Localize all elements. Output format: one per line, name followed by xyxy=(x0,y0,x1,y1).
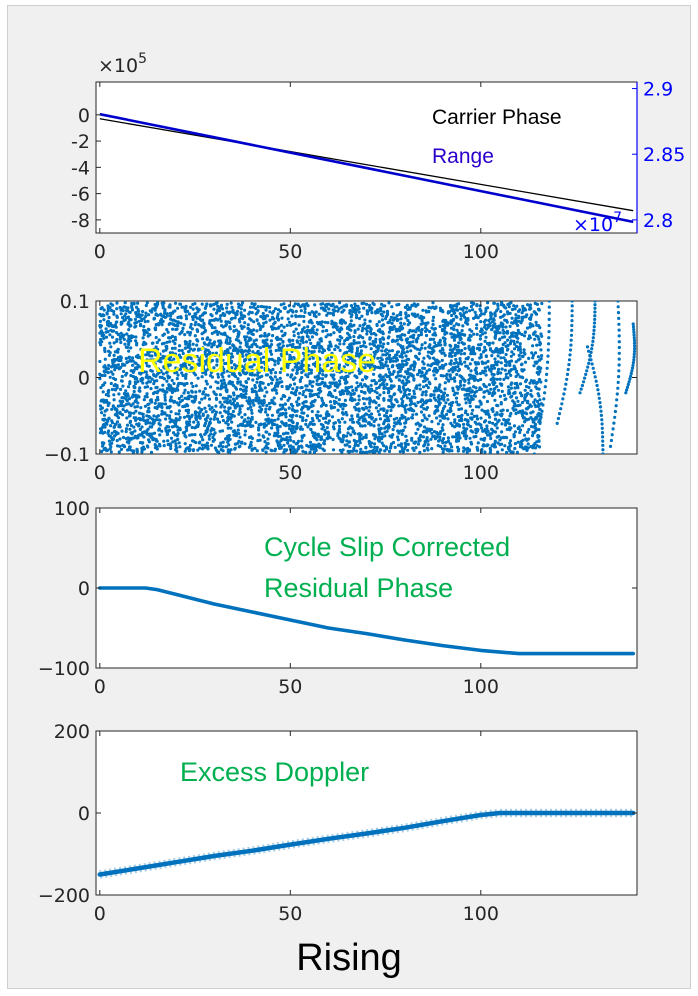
scatter-residual-phase-strand xyxy=(624,322,637,395)
y-tick-label: -6 xyxy=(71,184,90,206)
y-tick-label: −200 xyxy=(38,885,90,907)
annotation-cycle-slip-line-2: Residual Phase xyxy=(264,573,453,603)
annotation-cycle-slip-line-1: Cycle Slip Corrected xyxy=(264,532,510,562)
x-tick-label: 100 xyxy=(463,462,499,484)
x-tick-label: 0 xyxy=(94,462,106,484)
y-tick-label: 0.1 xyxy=(60,291,90,313)
plot-area-3 xyxy=(95,507,638,669)
y-tick-label: 200 xyxy=(54,721,90,743)
x-tick-label: 100 xyxy=(463,676,499,698)
y2-tick-label: 2.9 xyxy=(643,79,673,101)
panel-1-series xyxy=(99,112,634,224)
x-tick-label: 50 xyxy=(278,241,302,263)
series-range xyxy=(99,112,634,224)
x-tick-label: 100 xyxy=(463,903,499,925)
annotation-residual-phase: Residual Phase xyxy=(138,342,376,380)
x-tick-label: 0 xyxy=(94,903,106,925)
x-tick-label: 50 xyxy=(278,676,302,698)
y2-tick-label: 2.85 xyxy=(643,144,685,166)
y-tick-label: -8 xyxy=(71,210,90,232)
y-tick-label: 0 xyxy=(78,578,90,600)
annotation-excess-doppler: Excess Doppler xyxy=(180,757,369,787)
scatter-residual-phase-strand xyxy=(585,345,605,454)
y-tick-label: −0.1 xyxy=(44,444,90,466)
y-tick-label: 0 xyxy=(78,803,90,825)
x-tick-label: 0 xyxy=(94,241,106,263)
x-tick-label: 50 xyxy=(278,462,302,484)
x-tick-label: 50 xyxy=(278,903,302,925)
y2-exponent-1: ×107 xyxy=(573,210,622,236)
plot-area-1 xyxy=(95,81,638,234)
figure-caption: Rising xyxy=(296,937,402,979)
scatter-residual-phase-strand xyxy=(578,301,597,395)
series-line xyxy=(97,810,636,877)
y-tick-label: 0 xyxy=(78,368,90,390)
y2-tick-label: 2.8 xyxy=(643,210,673,232)
y-tick-label: 0 xyxy=(78,105,90,127)
scatter-residual-phase-strand xyxy=(532,301,552,454)
y-tick-label: -4 xyxy=(71,157,90,179)
series-carrier-phase xyxy=(99,118,634,212)
series-line-spread xyxy=(99,808,634,879)
scatter-residual-phase-strand xyxy=(555,301,574,425)
legend-range: Range xyxy=(432,145,494,168)
scatter-residual-phase-cloud xyxy=(98,301,544,454)
panel-3-series xyxy=(98,586,635,656)
y-tick-label: −100 xyxy=(38,658,90,680)
y-exponent-1: ×105 xyxy=(98,51,147,77)
series-line xyxy=(98,586,635,656)
x-tick-label: 100 xyxy=(463,241,499,263)
y-tick-label: -2 xyxy=(71,131,90,153)
panel-1-ticks: 0 50 100 0 -2 -4 -6 -8 2.9 2.85 2.8 xyxy=(71,79,685,263)
legend-carrier-phase: Carrier Phase xyxy=(432,106,562,129)
panel-carrier-phase-range: 0 50 100 0 -2 -4 -6 -8 2.9 2.85 2.8 ×105 ×107 Carr… xyxy=(71,51,685,263)
x-tick-label: 0 xyxy=(94,676,106,698)
panel-4-series xyxy=(97,808,636,879)
scatter-residual-phase-strand xyxy=(608,301,621,448)
y-tick-label: 100 xyxy=(54,498,90,520)
panel-2-series xyxy=(98,301,637,454)
